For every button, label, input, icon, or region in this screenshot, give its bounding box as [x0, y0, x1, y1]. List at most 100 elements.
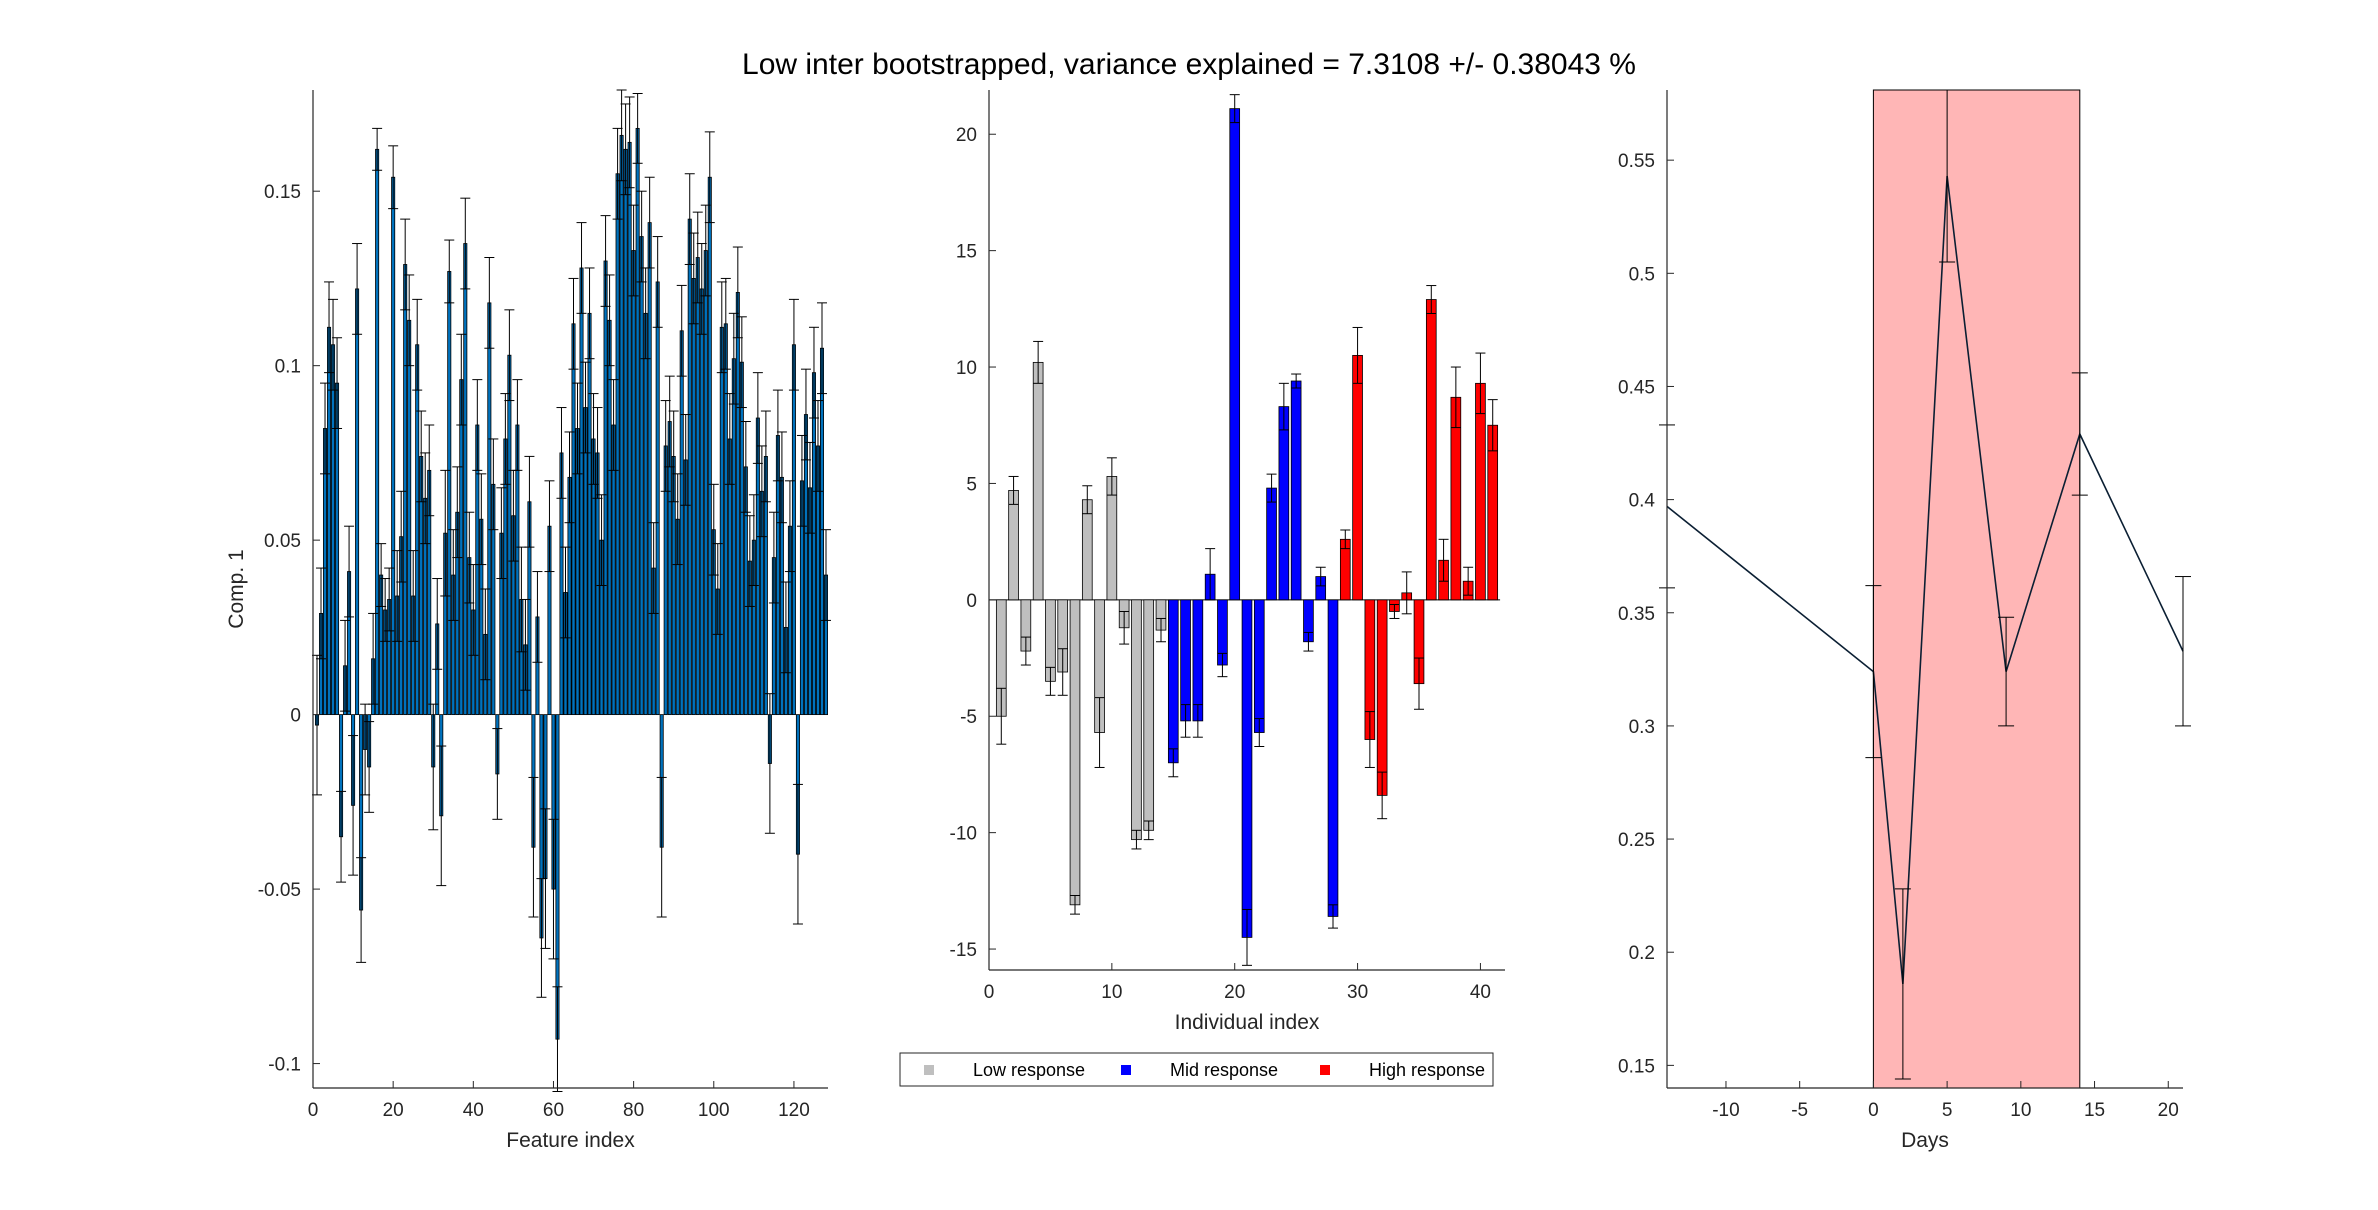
features-y-tick-label: -0.05 — [258, 880, 301, 901]
features-x-tick-label: 20 — [383, 1100, 404, 1121]
individual-bar-low — [1081, 499, 1093, 601]
feature-bar — [639, 236, 644, 716]
features-x-axis-label: Feature index — [506, 1129, 635, 1152]
individual-bar-high — [1376, 599, 1388, 796]
individuals-y-tick-label: 5 — [966, 474, 977, 495]
features-x-tick-label: 120 — [778, 1100, 810, 1121]
legend-swatch-mid — [1121, 1065, 1131, 1075]
feature-bar — [695, 257, 700, 716]
feature-bar — [415, 344, 420, 716]
individuals-x-tick-label: 40 — [1470, 982, 1491, 1003]
feature-bar — [719, 326, 724, 716]
feature-bar — [723, 323, 728, 716]
feature-bar — [403, 264, 408, 716]
days-y-tick-label: 0.2 — [1629, 943, 1655, 964]
features-x-tick-label: 40 — [463, 1100, 484, 1121]
feature-bar — [679, 330, 684, 716]
features-y-tick-label: 0 — [290, 706, 301, 727]
legend-swatch-low — [924, 1065, 934, 1075]
individuals-legend: Low response Mid response High response — [899, 1052, 1494, 1087]
feature-bar — [819, 347, 824, 716]
days-y-tick-label: 0.4 — [1629, 491, 1656, 512]
individuals-y-tick-label: 0 — [966, 591, 977, 612]
feature-bar — [331, 344, 336, 716]
feature-bar — [603, 260, 608, 716]
feature-bar — [791, 344, 796, 716]
individuals-y-tick-label: 20 — [956, 125, 977, 146]
individual-bar-mid — [1327, 599, 1339, 917]
feature-bar — [327, 326, 332, 716]
feature-bar — [615, 173, 620, 716]
feature-bar — [619, 134, 624, 716]
days-y-tick-label: 0.45 — [1618, 377, 1655, 398]
feature-bar — [643, 312, 648, 716]
feature-bar — [655, 281, 660, 716]
feature-bar — [487, 302, 492, 716]
individual-bar-low — [1069, 599, 1081, 906]
legend-label-high: High response — [1369, 1060, 1485, 1080]
individuals-x-tick-label: 0 — [984, 982, 995, 1003]
days-x-axis-label: Days — [1901, 1129, 1949, 1152]
features-y-tick-label: 0.05 — [264, 531, 301, 552]
legend-swatch-high — [1320, 1065, 1330, 1075]
features-y-tick-label: 0.1 — [275, 357, 301, 378]
feature-bar — [571, 323, 576, 716]
feature-bar — [623, 148, 628, 716]
feature-bar — [731, 358, 736, 716]
individuals-y-tick-label: -15 — [950, 940, 977, 961]
treatment-shaded-region — [1872, 89, 2081, 1089]
features-x-tick-label: 100 — [698, 1100, 730, 1121]
individuals-x-tick-label: 10 — [1101, 982, 1122, 1003]
days-x-tick-label: -10 — [1712, 1100, 1739, 1121]
days-y-tick-label: 0.55 — [1618, 151, 1655, 172]
features-x-tick-label: 0 — [308, 1100, 319, 1121]
feature-bar — [735, 291, 740, 716]
feature-bar — [463, 243, 468, 716]
feature-bar — [691, 278, 696, 716]
days-x-tick-label: -5 — [1791, 1100, 1808, 1121]
features-y-axis-label: Comp. 1 — [225, 549, 248, 628]
features-y-tick-label: -0.1 — [268, 1055, 301, 1076]
feature-bar — [739, 361, 744, 716]
features-panel: 0 20 40 60 80 100 120 -0.1 -0.05 0 0.05 0.1 0.15 Feat… — [225, 89, 831, 1152]
days-y-tick-label: 0.5 — [1629, 264, 1655, 285]
individual-bar-high — [1487, 424, 1499, 601]
feature-bar — [631, 250, 636, 716]
individual-bar-mid — [1241, 599, 1253, 938]
individual-bar-mid — [1266, 487, 1277, 601]
feature-bar — [635, 127, 640, 716]
individual-bar-high — [1475, 382, 1486, 601]
individuals-y-tick-label: 10 — [956, 358, 977, 379]
individual-bar-mid — [1180, 599, 1191, 722]
individual-bar-mid — [1192, 599, 1204, 722]
feature-bar — [579, 267, 584, 716]
days-x-tick-label: 10 — [2010, 1100, 2031, 1121]
feature-bar — [811, 372, 816, 716]
days-panel: -10 -5 0 5 10 15 20 0.15 0.2 0.25 0.3 0.35 0.4 0.45 0.… — [1618, 89, 2191, 1152]
days-x-tick-label: 0 — [1868, 1100, 1879, 1121]
feature-bar — [459, 379, 464, 716]
days-x-tick-label: 5 — [1942, 1100, 1953, 1121]
feature-bar — [407, 319, 412, 716]
feature-bar — [699, 288, 704, 716]
individual-bar-low — [1131, 599, 1142, 841]
individuals-x-axis-label: Individual index — [1175, 1011, 1320, 1034]
legend-label-mid: Mid response — [1170, 1060, 1278, 1080]
feature-bar — [703, 250, 708, 716]
feature-bar — [587, 312, 592, 716]
individual-bar-high — [1352, 354, 1363, 601]
days-y-tick-label: 0.15 — [1618, 1056, 1655, 1077]
features-y-tick-label: 0.15 — [264, 182, 301, 203]
features-x-tick-label: 80 — [623, 1100, 644, 1121]
individual-bar-high — [1425, 299, 1437, 601]
individual-bar-low — [1032, 361, 1044, 601]
features-x-tick-label: 60 — [543, 1100, 564, 1121]
feature-bar — [391, 176, 396, 716]
individual-bar-low — [1008, 490, 1019, 601]
days-y-tick-label: 0.3 — [1629, 717, 1655, 738]
individual-bar-mid — [1167, 599, 1179, 764]
days-y-tick-label: 0.35 — [1618, 604, 1655, 625]
individual-bar-mid — [1290, 380, 1302, 601]
feature-bar — [583, 407, 588, 716]
feature-bar — [687, 218, 692, 716]
